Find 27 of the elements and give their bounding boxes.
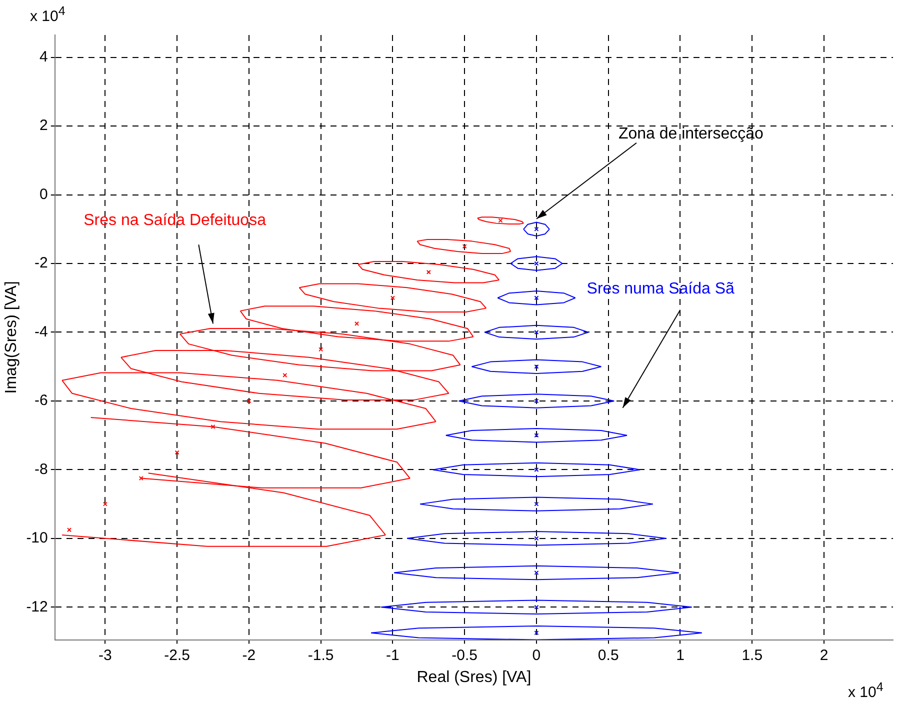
y-tick-label: -8 bbox=[34, 460, 48, 478]
x-tick-label: 0 bbox=[532, 646, 541, 664]
y-tick-label: 0 bbox=[40, 186, 48, 203]
text: x 10$^{4}$ bbox=[30, 4, 66, 25]
x-tick-label: -0.5 bbox=[452, 646, 478, 664]
y-tick-label: -4 bbox=[34, 323, 48, 340]
y-tick-label: 4 bbox=[40, 48, 48, 66]
x-tick-label: -2.5 bbox=[164, 646, 190, 664]
x-tick-label: -2 bbox=[242, 646, 256, 664]
y-axis-title: Imag(Sres) [VA] bbox=[3, 281, 20, 394]
x-axis-title: Real (Sres) [VA] bbox=[416, 668, 532, 686]
y-tick-label: -12 bbox=[26, 598, 48, 616]
y-tick-label: 2 bbox=[40, 117, 48, 134]
x-tick-label: 1 bbox=[676, 646, 684, 664]
x-tick-label: 0.5 bbox=[598, 646, 619, 664]
x-tick-label: -1 bbox=[386, 646, 400, 664]
x-tick-label: -3 bbox=[98, 646, 112, 664]
x-tick-label: 2 bbox=[820, 646, 828, 664]
annotation: Zona de intersecção bbox=[618, 125, 764, 142]
text: Sres numa Saída Sã bbox=[586, 280, 735, 298]
x-tick-label: 1.5 bbox=[742, 646, 763, 664]
y-tick-label: -2 bbox=[34, 254, 48, 272]
text: Sres na Saída Defeituosa bbox=[84, 212, 266, 229]
x-tick-label: -1.5 bbox=[308, 646, 334, 664]
text: x 10$^{4}$ bbox=[848, 680, 884, 701]
y-tick-label: -6 bbox=[34, 392, 48, 410]
y-tick-label: -10 bbox=[26, 530, 48, 547]
